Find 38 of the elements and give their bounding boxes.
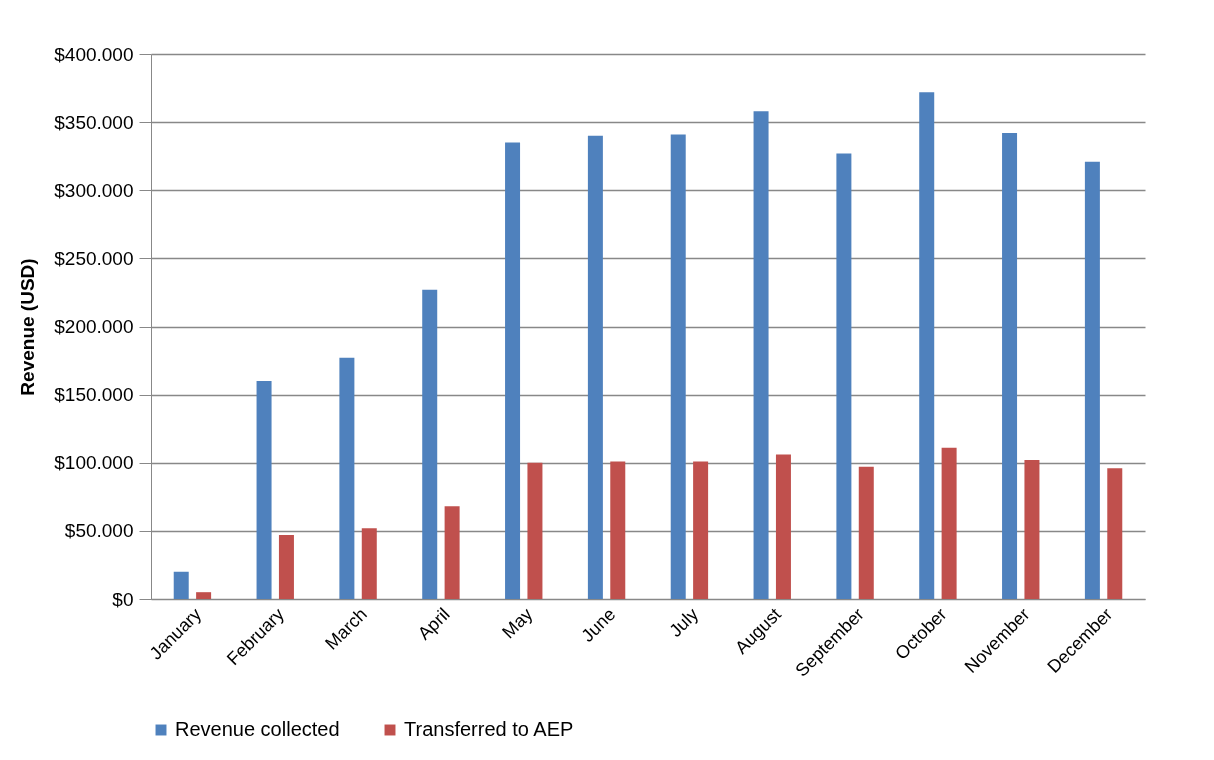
bar — [587, 135, 603, 599]
y-tick-label: $200.000 — [54, 316, 134, 337]
bar — [610, 461, 626, 599]
bar — [361, 528, 377, 599]
bar — [527, 462, 543, 599]
bar — [196, 592, 212, 599]
bar — [256, 381, 272, 599]
y-tick-label: $300.000 — [54, 179, 134, 201]
x-tick-label: May — [498, 604, 537, 643]
x-tick-label: July — [665, 604, 703, 641]
bar — [693, 461, 709, 599]
bar — [919, 92, 935, 599]
bar — [444, 506, 460, 599]
legend-label: Transferred to AEP — [404, 718, 574, 740]
bar — [1002, 133, 1018, 599]
bar — [278, 534, 294, 599]
y-tick-label: $100.000 — [54, 452, 134, 474]
y-tick-label: $350.000 — [54, 111, 134, 133]
bar — [941, 447, 957, 599]
y-axis-title: Revenue (USD) — [17, 258, 39, 396]
bar — [858, 466, 874, 599]
bar — [1107, 468, 1123, 599]
bar — [753, 111, 769, 599]
legend-label: Revenue collected — [175, 718, 340, 740]
y-tick-label: $400.000 — [54, 43, 134, 65]
bar — [836, 153, 852, 599]
bar — [505, 142, 521, 599]
bar — [173, 571, 189, 599]
bar — [670, 134, 686, 599]
y-tick-label: $50.000 — [64, 520, 134, 542]
bar — [339, 357, 355, 599]
y-tick-label: $150.000 — [54, 384, 134, 406]
bar — [775, 454, 791, 599]
bar — [1084, 161, 1100, 599]
y-tick-label: $0 — [112, 588, 134, 610]
bar — [422, 289, 438, 599]
bar — [1024, 460, 1040, 599]
y-tick-label: $250.000 — [54, 247, 134, 269]
